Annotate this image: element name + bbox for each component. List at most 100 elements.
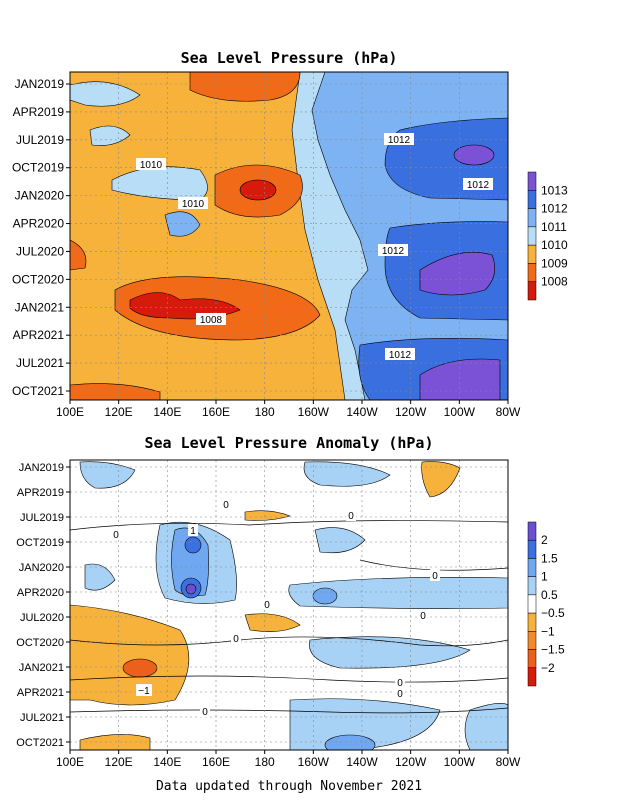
chart1-clabel-2: 1012 bbox=[467, 180, 490, 191]
chart1-region-1008-mid bbox=[239, 179, 277, 201]
chart2-pos-i bbox=[312, 587, 338, 605]
y-tick-label: APR2020 bbox=[17, 587, 64, 599]
y-tick-label: OCT2020 bbox=[16, 637, 64, 649]
chart1-frame bbox=[69, 71, 509, 401]
y-tick-label: OCT2021 bbox=[16, 737, 64, 749]
chart2-clabel-11: 0 bbox=[397, 689, 403, 700]
colorbar-segment bbox=[527, 667, 537, 687]
colorbar-segment bbox=[527, 521, 537, 541]
chart2-clabel-3: 0 bbox=[113, 530, 119, 541]
chart2-contour-labels: 0 0 0 1 0 0 0 0 −1 0 0 0 bbox=[111, 498, 440, 718]
x-tick-label: 80W bbox=[496, 405, 521, 419]
chart2-neg-d bbox=[244, 510, 291, 521]
chart1-title: Sea Level Pressure (hPa) bbox=[181, 49, 398, 67]
chart1-region-west-b bbox=[89, 125, 131, 146]
y-tick-label: JUL2019 bbox=[20, 512, 64, 524]
y-tick-label: APR2021 bbox=[17, 687, 64, 699]
x-tick-label: 140E bbox=[153, 755, 181, 769]
chart2-clabel-10: 0 bbox=[397, 678, 403, 689]
y-tick-label: OCT2021 bbox=[12, 384, 64, 398]
chart1-region-1013-a bbox=[453, 144, 495, 166]
colorbar-segment bbox=[527, 631, 537, 650]
chart1-region-1009-west bbox=[70, 239, 87, 271]
colorbar-label: 1 bbox=[541, 570, 548, 584]
chart2-clabel-7: 0 bbox=[420, 611, 426, 622]
y-tick-label: JAN2021 bbox=[15, 300, 65, 314]
chart1-clabel-5: 1012 bbox=[382, 246, 405, 257]
x-tick-label: 100E bbox=[56, 755, 84, 769]
colorbar-segment bbox=[527, 190, 537, 209]
y-tick-label: JUL2019 bbox=[16, 133, 64, 147]
chart2-pos-l bbox=[289, 698, 441, 750]
x-tick-label: 160E bbox=[202, 405, 230, 419]
y-tick-label: JAN2020 bbox=[15, 189, 65, 203]
y-tick-label: OCT2019 bbox=[12, 161, 64, 175]
y-tick-label: JAN2019 bbox=[19, 462, 64, 474]
x-tick-label: 100W bbox=[444, 405, 476, 419]
x-tick-label: 160W bbox=[298, 405, 330, 419]
chart2-clabel-2: 0 bbox=[348, 511, 354, 522]
colorbar-label: −2 bbox=[541, 661, 555, 675]
colorbar-segment bbox=[527, 576, 537, 596]
chart1-region-west-d bbox=[164, 211, 201, 237]
x-tick-label: 100W bbox=[444, 755, 476, 769]
chart1-region-1009-top bbox=[189, 72, 301, 102]
chart1-clabel-1: 1012 bbox=[388, 135, 411, 146]
chart2-pos-b bbox=[303, 461, 391, 487]
colorbar-label: 1.5 bbox=[541, 551, 558, 565]
chart2-field bbox=[70, 460, 508, 750]
colorbar-segment bbox=[527, 208, 537, 228]
chart2-clabel-12: 0 bbox=[202, 707, 208, 718]
x-tick-label: 160W bbox=[298, 755, 330, 769]
y-tick-label: JAN2019 bbox=[15, 77, 65, 91]
chart2-pos-e bbox=[184, 536, 202, 554]
colorbar-label: 1009 bbox=[541, 256, 568, 270]
chart2-zero-b bbox=[70, 636, 508, 647]
chart2-neg-c bbox=[244, 613, 301, 632]
colorbar-label: 1011 bbox=[541, 220, 567, 234]
colorbar-label: 1013 bbox=[541, 183, 568, 197]
y-tick-label: JUL2020 bbox=[16, 244, 64, 258]
chart2-pos-j bbox=[314, 527, 366, 554]
y-tick-label: JUL2021 bbox=[20, 712, 64, 724]
colorbar-label: 1008 bbox=[541, 275, 568, 289]
x-tick-label: 160E bbox=[202, 755, 230, 769]
colorbar-label: 2 bbox=[541, 533, 548, 547]
chart2-pos-k bbox=[309, 636, 471, 669]
chart2-title: Sea Level Pressure Anomaly (hPa) bbox=[145, 434, 434, 452]
colorbar-segment bbox=[527, 649, 537, 669]
chart1-gridlines bbox=[70, 72, 508, 400]
chart2-pos-h bbox=[288, 577, 508, 609]
colorbar-segment bbox=[527, 558, 537, 577]
x-tick-label: 140W bbox=[346, 755, 378, 769]
chart1-clabel-4: 1010 bbox=[182, 199, 205, 210]
chart2-zero-c bbox=[70, 675, 508, 683]
chart2-frame bbox=[69, 459, 509, 751]
y-tick-label: APR2021 bbox=[13, 328, 65, 342]
chart2-clabel-6: 0 bbox=[264, 600, 270, 611]
colorbar-label: −1.5 bbox=[541, 643, 565, 657]
x-tick-label: 100E bbox=[56, 405, 84, 419]
chart1-colorbar: 1013 1012 1011 1010 1009 1008 bbox=[527, 171, 568, 301]
y-tick-label: JUL2020 bbox=[20, 612, 64, 624]
chart2-pos-g bbox=[185, 583, 197, 595]
x-tick-label: 140W bbox=[346, 405, 378, 419]
y-tick-label: JAN2020 bbox=[19, 562, 64, 574]
colorbar-segment bbox=[527, 594, 537, 614]
chart2-neg-b bbox=[122, 658, 158, 678]
y-tick-label: APR2019 bbox=[13, 105, 65, 119]
chart1-region-1009-bottom bbox=[70, 383, 161, 400]
chart1-region-1013-c bbox=[419, 358, 501, 400]
x-tick-label: 120W bbox=[395, 755, 427, 769]
chart2-clabel-1: 0 bbox=[223, 500, 229, 511]
colorbar-segment bbox=[527, 226, 537, 246]
x-tick-label: 140E bbox=[153, 405, 181, 419]
chart1-clabel-7: 1012 bbox=[389, 350, 412, 361]
chart2-clabel-5: 0 bbox=[432, 571, 438, 582]
y-tick-label: JUL2021 bbox=[16, 356, 64, 370]
chart2-neg-e bbox=[421, 461, 461, 498]
chart2-y-ticks: JAN2019 APR2019 JUL2019 OCT2019 JAN2020 APR20… bbox=[16, 462, 70, 749]
chart2-pos-n bbox=[464, 703, 508, 750]
x-tick-label: 120E bbox=[105, 755, 133, 769]
chart2-zero-e bbox=[359, 559, 508, 571]
